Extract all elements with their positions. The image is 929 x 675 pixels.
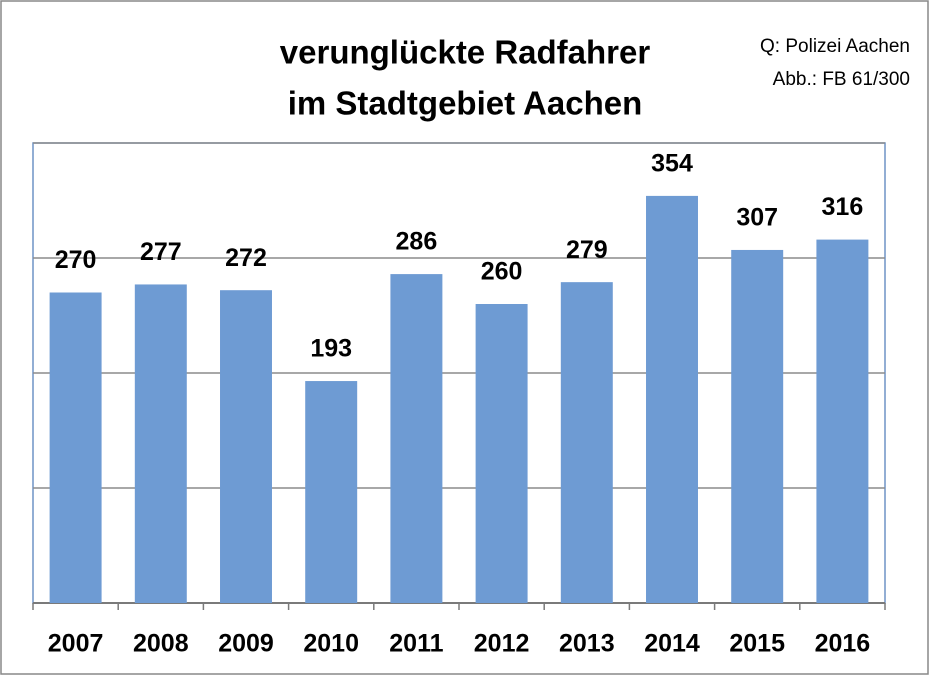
x-tick-label: 2007: [48, 630, 104, 658]
x-tick-label: 2008: [133, 630, 189, 658]
bar: [816, 239, 869, 603]
chart-title: verunglückte Radfahrer: [280, 34, 651, 71]
source-note: Abb.: FB 61/300: [773, 69, 910, 90]
x-tick-label: 2011: [389, 630, 443, 658]
chart-title: im Stadtgebiet Aachen: [288, 85, 643, 122]
value-label: 279: [566, 236, 608, 264]
x-tick-label: 2015: [729, 630, 785, 658]
bar: [49, 292, 102, 603]
value-label: 272: [225, 244, 267, 272]
value-label: 270: [55, 246, 97, 274]
bar: [390, 274, 443, 603]
value-label: 260: [481, 258, 523, 286]
bar: [134, 284, 187, 603]
value-label: 277: [140, 238, 182, 266]
value-label: 307: [736, 204, 778, 232]
x-tick-label: 2012: [474, 630, 530, 658]
x-tick-label: 2013: [559, 630, 615, 658]
value-label: 316: [822, 193, 864, 221]
bar: [560, 282, 613, 603]
bar: [475, 304, 528, 603]
bar: [731, 249, 784, 603]
x-tick-label: 2016: [815, 630, 871, 658]
bar: [305, 381, 358, 603]
bar: [220, 290, 272, 603]
value-label: 193: [310, 335, 352, 363]
source-note: Q: Polizei Aachen: [760, 36, 910, 57]
value-label: 354: [651, 150, 693, 178]
value-label: 286: [396, 228, 438, 256]
x-tick-label: 2009: [218, 630, 274, 658]
bar: [646, 195, 698, 603]
x-tick-label: 2010: [303, 630, 359, 658]
x-tick-label: 2014: [644, 630, 700, 658]
